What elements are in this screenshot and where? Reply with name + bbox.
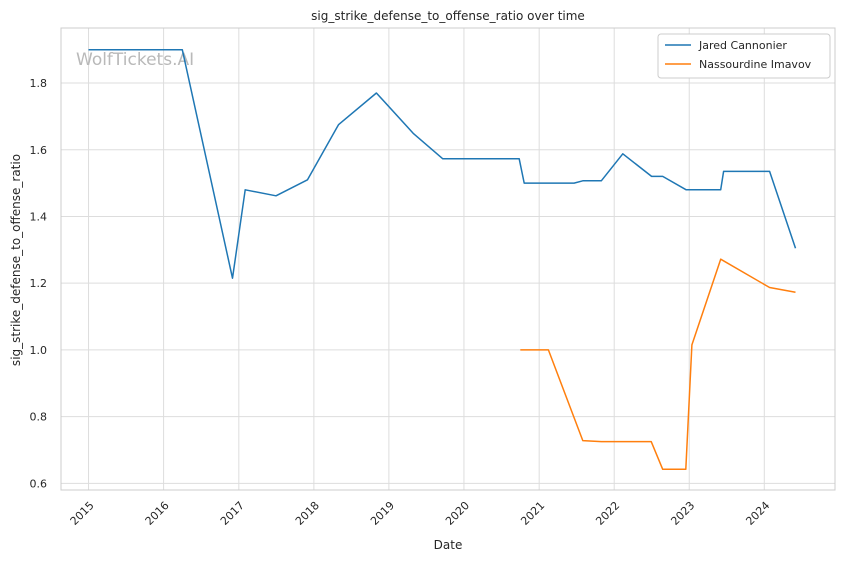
legend-box bbox=[657, 33, 831, 79]
series-line-nassourdine-imavov bbox=[520, 258, 796, 471]
y-tick-labels: 0.6 0.8 1.0 1.2 1.4 1.6 1.8 bbox=[30, 77, 48, 490]
chart-title: sig_strike_defense_to_offense_ratio over… bbox=[311, 9, 585, 23]
y-tick-label: 1.4 bbox=[30, 210, 48, 223]
legend: Jared Cannonier Nassourdine Imavov bbox=[657, 33, 831, 79]
series-line-jared-cannonier bbox=[88, 48, 797, 279]
y-tick-label: 1.6 bbox=[30, 144, 48, 157]
x-axis-title: Date bbox=[434, 538, 463, 552]
y-tick-label: 0.6 bbox=[30, 477, 48, 490]
legend-label-jared-cannonier: Jared Cannonier bbox=[698, 39, 787, 52]
y-axis-title: sig_strike_defense_to_offense_ratio bbox=[9, 154, 23, 366]
plot-frame bbox=[60, 27, 836, 491]
watermark: WolfTickets.AI bbox=[76, 50, 194, 70]
legend-label-nassourdine-imavov: Nassourdine Imavov bbox=[699, 58, 812, 71]
y-tick-label: 1.2 bbox=[30, 277, 48, 290]
series-layer bbox=[88, 48, 797, 471]
y-tick-label: 1.0 bbox=[30, 344, 48, 357]
y-tick-label: 1.8 bbox=[30, 77, 48, 90]
y-tick-label: 0.8 bbox=[30, 411, 48, 424]
grid-layer bbox=[61, 28, 835, 490]
